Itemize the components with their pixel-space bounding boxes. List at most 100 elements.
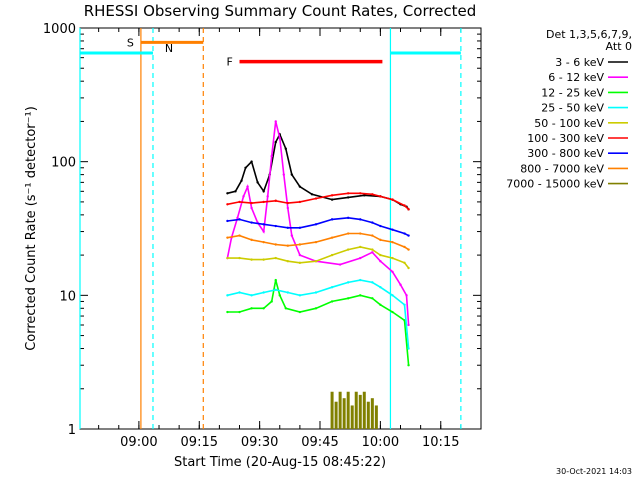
series-point: [403, 245, 406, 249]
series-point: [286, 226, 290, 230]
series-point: [262, 291, 265, 294]
series-point: [238, 256, 241, 260]
series-point: [286, 260, 290, 263]
legend-header: Det 1,3,5,6,7,9,: [546, 28, 632, 41]
series-point: [262, 258, 265, 261]
series-point: [330, 300, 334, 303]
series-point: [262, 200, 265, 204]
series-point: [278, 136, 281, 140]
series-point: [286, 244, 290, 247]
series-point: [250, 238, 253, 242]
series-point: [391, 310, 394, 314]
series-point: [250, 160, 253, 163]
series-point: [298, 243, 302, 246]
series-bar-point: [334, 401, 338, 429]
y-tick-label: 1: [68, 423, 76, 438]
series-bar-point: [350, 405, 354, 429]
series-point: [286, 201, 290, 205]
y-axis-label: Corrected Count Rate (s⁻¹ detector⁻¹): [24, 106, 39, 351]
series-point: [274, 140, 277, 144]
y-tick-label: 10: [59, 289, 76, 304]
series-point: [262, 223, 265, 226]
series-point: [371, 281, 374, 284]
series-point: [379, 224, 382, 228]
series-point: [346, 216, 350, 220]
series-point: [314, 240, 318, 244]
series-point: [359, 294, 362, 297]
series-point: [274, 288, 277, 292]
series-point: [274, 243, 277, 246]
series-bar-point: [354, 391, 358, 429]
legend-entry-label: 6 - 12 keV: [548, 71, 604, 84]
y-tick-label: 1000: [43, 22, 76, 37]
series-point: [234, 190, 237, 193]
series-point: [298, 185, 302, 188]
series-point: [403, 204, 406, 207]
series-point: [310, 193, 314, 196]
series-line: [227, 246, 410, 269]
legend-entry-label: 7000 - 15000 keV: [506, 178, 604, 191]
x-axis-label: Start Time (20-Aug-15 08:45:22): [174, 455, 386, 470]
series-point: [407, 266, 410, 270]
series-point: [346, 297, 350, 300]
series-point: [359, 256, 362, 260]
series-point: [314, 291, 318, 294]
series-point: [262, 307, 265, 310]
legend-entry-label: 800 - 7000 keV: [520, 162, 604, 175]
legend-header: Att 0: [606, 40, 632, 53]
series-point: [256, 181, 259, 184]
series-point: [226, 236, 229, 239]
series-point: [371, 193, 374, 196]
series-point: [407, 347, 410, 350]
series-point: [391, 240, 394, 244]
x-tick-label: 10:15: [422, 435, 459, 450]
series-point: [270, 300, 273, 303]
series-point: [359, 192, 362, 195]
series-point: [407, 248, 410, 251]
x-tick-label: 09:30: [241, 435, 278, 450]
chart-title: RHESSI Observing Summary Count Rates, Co…: [84, 2, 477, 20]
series-point: [371, 248, 374, 251]
series-point: [379, 303, 382, 306]
series-point: [359, 232, 362, 235]
series-point: [391, 198, 394, 201]
series-point: [379, 260, 382, 263]
series-point: [250, 221, 253, 224]
timestamp: 30-Oct-2021 14:03: [556, 467, 632, 476]
series-bar-point: [370, 398, 374, 429]
legend-entry-label: 100 - 300 keV: [527, 132, 604, 145]
series-point: [346, 192, 350, 195]
plot-frame: [79, 27, 482, 430]
series-point: [391, 256, 394, 260]
series-point: [240, 179, 243, 182]
series-point: [238, 200, 241, 204]
series-point: [403, 303, 406, 306]
series-point: [282, 173, 285, 176]
x-tick-label: 09:45: [301, 435, 338, 450]
series-point: [379, 253, 382, 257]
series-line: [227, 192, 410, 210]
night-label: N: [165, 42, 173, 55]
series-point: [359, 218, 362, 221]
series-point: [391, 228, 394, 231]
series-point: [371, 234, 374, 237]
series-bar-point: [342, 398, 346, 429]
series-point: [286, 206, 290, 210]
series-point: [391, 294, 394, 297]
series-point: [346, 196, 350, 199]
series-line: [227, 232, 410, 251]
series-point: [314, 260, 318, 263]
series-bar-point: [358, 394, 362, 429]
series-bar-point: [346, 391, 350, 429]
series-point: [379, 238, 382, 242]
series-point: [226, 256, 229, 260]
series-point: [359, 278, 362, 282]
series-bar-point: [330, 391, 334, 429]
saa-label: S: [127, 36, 134, 49]
series-point: [330, 218, 334, 221]
x-tick-label: 09:15: [181, 435, 218, 450]
series-point: [274, 278, 277, 282]
series-point: [399, 283, 402, 286]
